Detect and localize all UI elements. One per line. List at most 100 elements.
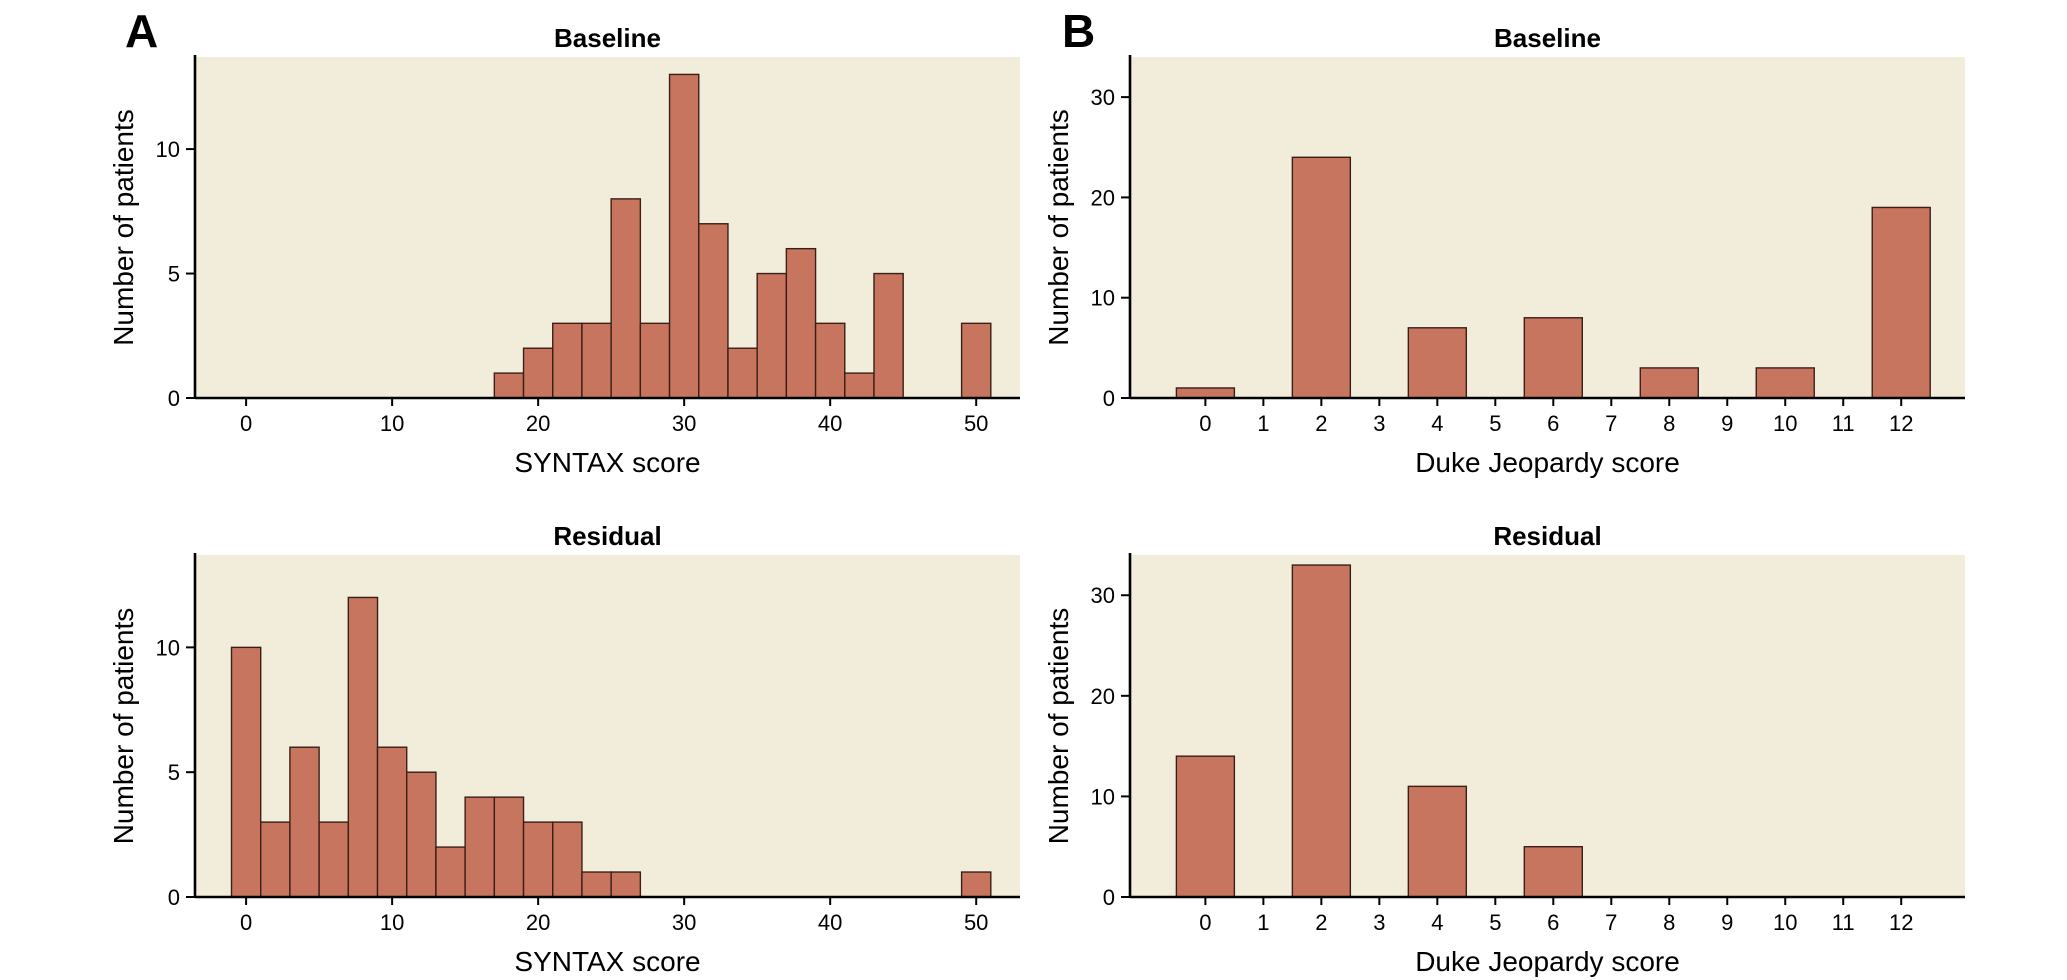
histogram-bar <box>552 322 583 399</box>
x-tick-label: 30 <box>672 411 696 436</box>
chart-1: 0 5 10 0 10 20 30 40 50 Baseline SYNTAX score Numbe… <box>108 23 1020 478</box>
x-tick-label: 4 <box>1431 910 1443 935</box>
x-tick-label: 30 <box>672 910 696 935</box>
x-tick-label: 10 <box>380 411 404 436</box>
x-tick-label: 3 <box>1373 910 1385 935</box>
histogram-bar <box>581 322 612 399</box>
x-tick-label: 0 <box>1199 910 1211 935</box>
x-tick-label: 40 <box>818 411 842 436</box>
histogram-bar <box>727 347 758 399</box>
histogram-bar <box>610 871 642 898</box>
y-axis-label: Number of patients <box>1043 608 1074 845</box>
histogram-bar <box>581 871 612 898</box>
histogram-bar <box>552 821 583 898</box>
histogram-bar <box>1407 785 1468 898</box>
y-tick-label: 30 <box>1091 85 1115 110</box>
y-axis-label: Number of patients <box>1043 109 1074 346</box>
x-tick-label: 0 <box>1199 411 1211 436</box>
histogram-bar <box>1755 367 1815 399</box>
x-tick-label: 0 <box>240 411 252 436</box>
histogram-bar <box>639 322 671 399</box>
y-tick-label: 10 <box>156 635 180 660</box>
x-tick-label: 1 <box>1257 411 1269 436</box>
histogram-bar <box>318 821 350 898</box>
x-tick-label: 4 <box>1431 411 1443 436</box>
x-tick-label: 9 <box>1721 411 1733 436</box>
histogram-bar <box>756 272 788 399</box>
x-tick-label: 10 <box>1773 910 1797 935</box>
x-tick-label: 2 <box>1315 411 1327 436</box>
histogram-bar <box>289 746 320 898</box>
y-tick-label: 10 <box>156 137 180 162</box>
histogram-bar <box>1523 317 1583 399</box>
x-tick-label: 12 <box>1889 910 1913 935</box>
histogram-bar <box>260 821 291 898</box>
histogram-bar <box>814 322 846 399</box>
y-tick-label: 5 <box>168 262 180 287</box>
x-axis-label: Duke Jeopardy score <box>1415 946 1680 977</box>
histogram-bar <box>435 846 466 898</box>
histogram-bar <box>1175 387 1236 399</box>
x-tick-label: 8 <box>1663 910 1675 935</box>
x-tick-label: 3 <box>1373 411 1385 436</box>
histogram-bar <box>522 821 554 898</box>
y-tick-label: 0 <box>168 386 180 411</box>
y-tick-label: 20 <box>1091 684 1115 709</box>
x-tick-label: 7 <box>1605 910 1617 935</box>
y-tick-label: 5 <box>168 760 180 785</box>
histogram-bar <box>347 596 379 898</box>
x-tick-label: 1 <box>1257 910 1269 935</box>
x-tick-label: 40 <box>818 910 842 935</box>
histogram-bar <box>960 871 992 898</box>
y-tick-label: 10 <box>1091 286 1115 311</box>
y-tick-label: 10 <box>1091 784 1115 809</box>
histogram-bar <box>376 746 408 898</box>
histogram-bar <box>230 646 262 898</box>
x-tick-label: 0 <box>240 910 252 935</box>
histogram-bar <box>464 796 496 898</box>
histogram-bar <box>960 322 992 399</box>
x-axis-label: SYNTAX score <box>514 447 700 478</box>
histogram-bar <box>493 372 525 399</box>
y-tick-label: 20 <box>1091 185 1115 210</box>
panel-label-b: B <box>1062 5 1095 57</box>
histogram-bar <box>493 796 525 898</box>
histogram-bar <box>873 272 904 399</box>
histogram-bar <box>1523 846 1583 898</box>
plot-background <box>1130 555 1965 897</box>
histogram-bar <box>1407 327 1468 399</box>
y-tick-label: 0 <box>1103 386 1115 411</box>
x-tick-label: 20 <box>526 411 550 436</box>
x-tick-label: 10 <box>380 910 404 935</box>
histogram-bar <box>406 771 437 898</box>
histogram-bar <box>1871 206 1931 399</box>
x-tick-label: 11 <box>1832 411 1855 436</box>
y-axis-label: Number of patients <box>108 608 139 845</box>
panel-label-a: A <box>125 5 158 57</box>
x-tick-label: 10 <box>1773 411 1797 436</box>
histogram-bar <box>785 247 817 399</box>
chart-title: Residual <box>553 521 661 551</box>
y-axis-label: Number of patients <box>108 109 139 346</box>
histogram-bar <box>522 347 554 399</box>
chart-title: Residual <box>1493 521 1601 551</box>
histogram-bar <box>668 73 700 399</box>
x-tick-label: 2 <box>1315 910 1327 935</box>
histogram-bar <box>844 372 875 399</box>
x-tick-label: 50 <box>964 411 988 436</box>
x-tick-label: 9 <box>1721 910 1733 935</box>
chart-title: Baseline <box>1494 23 1601 53</box>
histogram-bar <box>1291 564 1352 898</box>
chart-3: 0 5 10 0 10 20 30 40 50 Residual SYNTAX score Numbe… <box>108 521 1020 977</box>
histogram-bar <box>1291 156 1352 399</box>
x-axis-label: Duke Jeopardy score <box>1415 447 1680 478</box>
histogram-bar <box>1639 367 1699 399</box>
histogram-bar <box>698 223 729 399</box>
x-tick-label: 20 <box>526 910 550 935</box>
x-tick-label: 50 <box>964 910 988 935</box>
x-tick-label: 7 <box>1605 411 1617 436</box>
y-tick-label: 0 <box>168 885 180 910</box>
